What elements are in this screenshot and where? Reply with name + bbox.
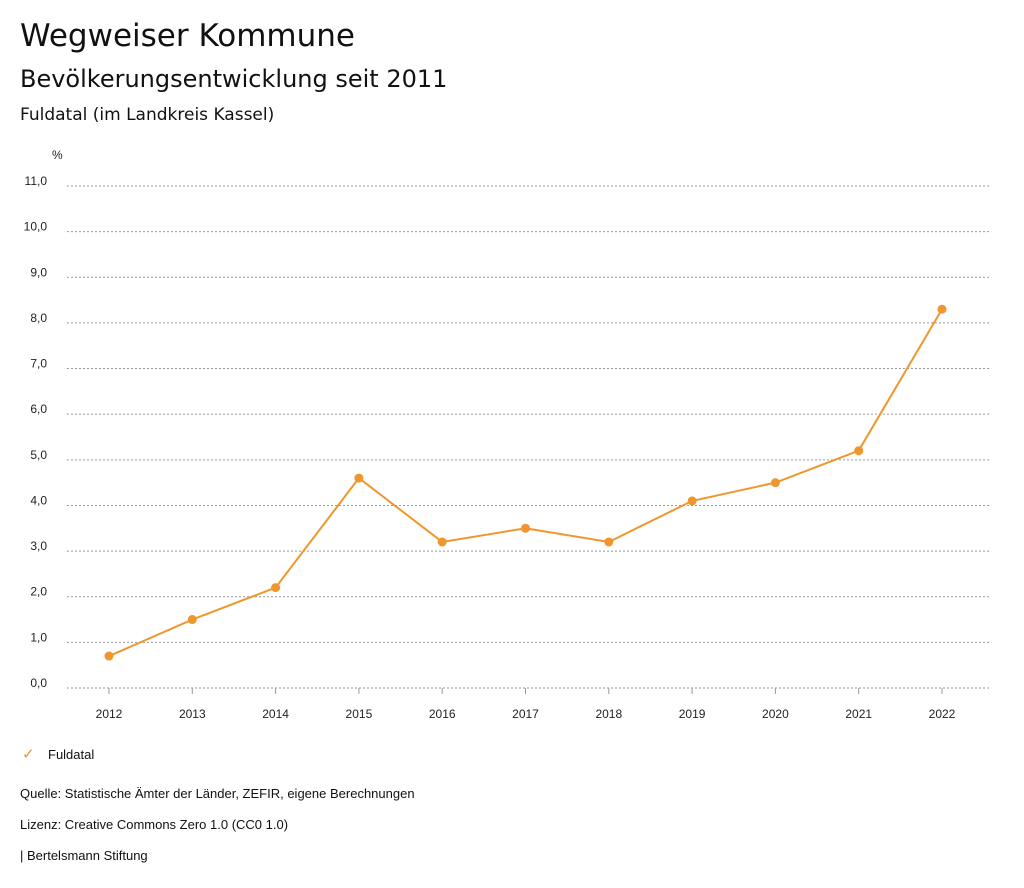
x-tick-label: 2017 (512, 707, 539, 721)
legend-label: Fuldatal (48, 746, 95, 762)
x-tick-label: 2015 (346, 707, 373, 721)
y-tick-label: 1,0 (30, 630, 47, 644)
y-tick-label: 9,0 (30, 265, 47, 279)
data-point (770, 478, 780, 488)
y-tick-label: 7,0 (30, 357, 47, 371)
data-point (937, 304, 947, 314)
y-tick-label: 4,0 (30, 493, 47, 507)
y-axis-label: % (52, 148, 63, 162)
y-tick-label: 0,0 (30, 676, 47, 690)
data-point (354, 473, 364, 483)
data-point (604, 537, 614, 547)
y-tick-label: 2,0 (30, 585, 47, 599)
y-tick-label: 3,0 (30, 539, 47, 553)
series-line (108, 308, 943, 657)
data-point (104, 651, 114, 661)
chart-region: Fuldatal (im Landkreis Kassel) (20, 105, 275, 125)
x-tick-label: 2020 (762, 707, 789, 721)
data-point (854, 446, 864, 456)
x-tick-label: 2016 (429, 707, 456, 721)
y-tick-label: 10,0 (24, 220, 48, 234)
check-icon: ✓ (22, 746, 35, 763)
data-point (271, 583, 281, 593)
chart-title: Bevölkerungsentwicklung seit 2011 (20, 65, 448, 93)
x-tick-label: 2013 (179, 707, 206, 721)
y-tick-label: 6,0 (30, 402, 47, 416)
app-title: Wegweiser Kommune (20, 18, 355, 54)
source-note: Quelle: Statistische Ämter der Länder, Z… (20, 786, 415, 801)
data-point (437, 537, 447, 547)
x-tick-label: 2021 (845, 707, 872, 721)
x-tick-label: 2019 (679, 707, 706, 721)
legend-item-fuldatal[interactable]: ✓ Fuldatal (22, 745, 94, 763)
data-point (521, 523, 530, 533)
data-point (687, 496, 697, 506)
x-tick-label: 2012 (96, 707, 123, 721)
y-tick-label: 11,0 (25, 174, 48, 188)
y-tick-label: 5,0 (30, 448, 47, 462)
brand-note: | Bertelsmann Stiftung (20, 848, 148, 863)
data-point (187, 615, 197, 625)
x-tick-label: 2014 (262, 707, 289, 721)
y-tick-label: 8,0 (30, 311, 47, 325)
line-chart: % 0,0 1,0 2,0 3,0 4,0 5,0 6,0 7,0 8,0 9,0 10,0 11,0… (24, 148, 990, 721)
x-tick-label: 2022 (929, 707, 956, 721)
x-tick-label: 2018 (595, 707, 622, 721)
license-note: Lizenz: Creative Commons Zero 1.0 (CC0 1… (20, 817, 289, 832)
